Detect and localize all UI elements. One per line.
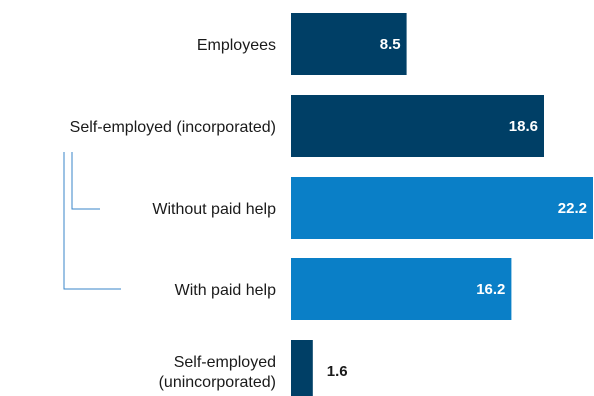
bar-self-employed-incorporated bbox=[291, 95, 544, 157]
bar-with-paid-help bbox=[291, 258, 512, 320]
connector-without-paid-help bbox=[71, 152, 100, 210]
category-labels-group: Employees Self-employed (incorporated) Wit… bbox=[70, 37, 276, 391]
bar-self-employed-unincorporated bbox=[291, 340, 313, 396]
bars-group bbox=[291, 13, 593, 396]
category-label-self-employed-unincorporated-line-2: (unincorporated) bbox=[159, 374, 276, 391]
value-label-self-employed-unincorporated: 1.6 bbox=[327, 363, 348, 380]
subcategory-connectors bbox=[63, 152, 121, 290]
value-label-self-employed-incorporated: 18.6 bbox=[509, 118, 538, 135]
bar-without-paid-help bbox=[291, 177, 593, 239]
category-label-with-paid-help: With paid help bbox=[175, 282, 276, 299]
category-label-without-paid-help: Without paid help bbox=[152, 201, 276, 218]
bar-employees bbox=[291, 13, 407, 75]
category-label-self-employed-incorporated: Self-employed (incorporated) bbox=[70, 119, 276, 136]
category-label-employees: Employees bbox=[197, 37, 276, 54]
category-label-self-employed-unincorporated-line-1: Self-employed bbox=[174, 354, 276, 371]
connector-with-paid-help bbox=[63, 152, 121, 290]
value-label-without-paid-help: 22.2 bbox=[558, 200, 587, 217]
value-label-employees: 8.5 bbox=[380, 36, 401, 53]
value-label-with-paid-help: 16.2 bbox=[476, 281, 505, 298]
value-labels-group: 8.5 18.6 22.2 16.2 1.6 bbox=[327, 36, 587, 380]
